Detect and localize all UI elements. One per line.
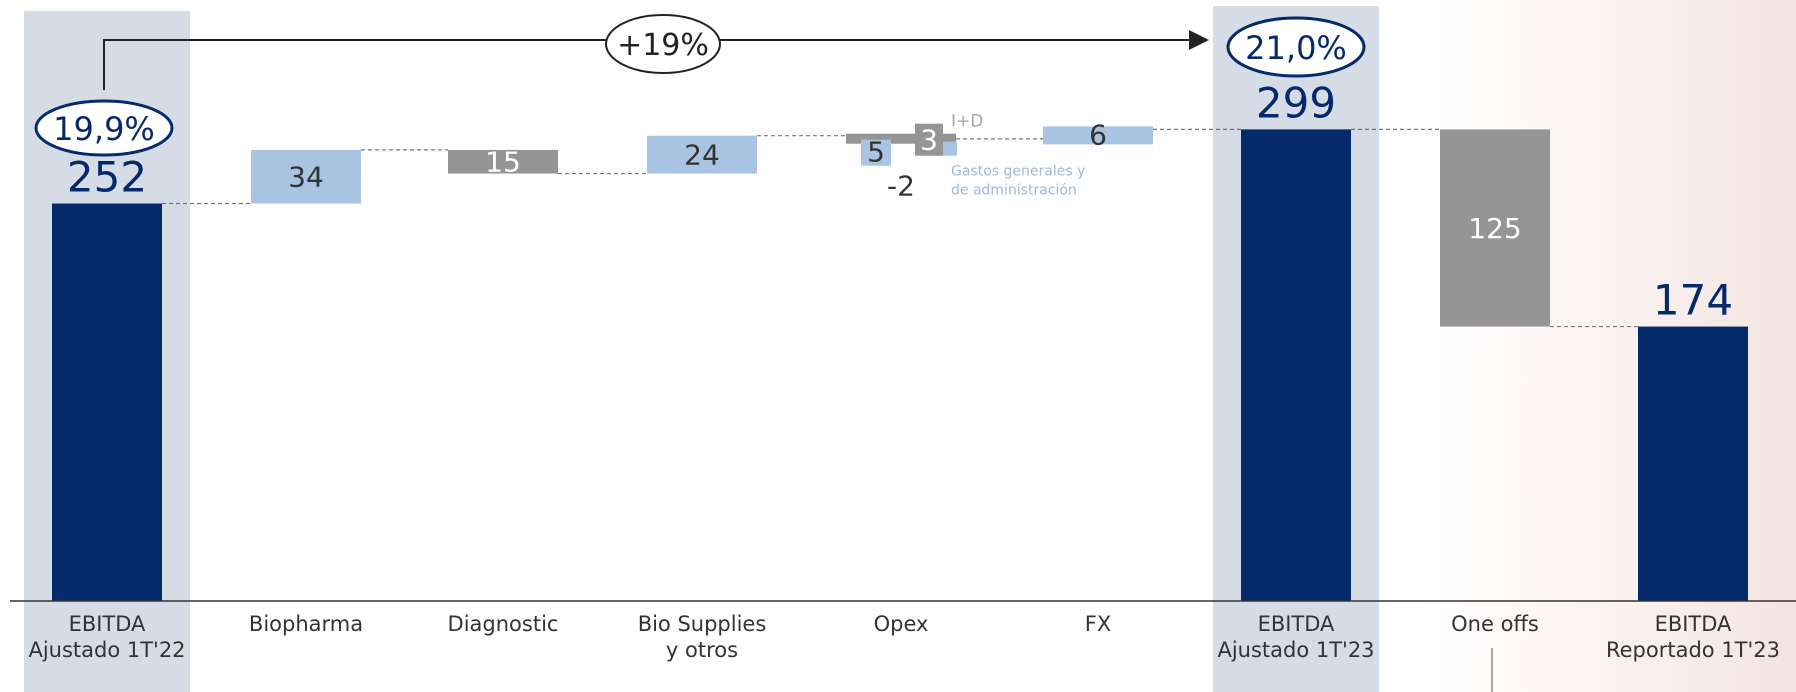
- category-label: Bio Supplies y otros: [638, 612, 767, 662]
- growth-label: +19%: [617, 28, 709, 63]
- margin-start-label: 19,9%: [53, 110, 155, 148]
- category-label: FX: [1085, 612, 1111, 636]
- value-label-3: 24: [684, 139, 720, 172]
- value-label-opex-ga: 5: [867, 136, 885, 169]
- bar-opex-ga: [861, 139, 891, 166]
- margin-end-ellipse: [1226, 16, 1366, 78]
- bar-7: [1440, 129, 1550, 327]
- value-label-1: 34: [288, 161, 324, 194]
- value-label-7: 125: [1468, 212, 1521, 245]
- value-label-0: 252: [67, 153, 147, 202]
- value-label-2: 15: [485, 146, 521, 179]
- growth-ellipse: [605, 14, 721, 74]
- category-label: EBITDA Ajustado 1T'23: [1217, 612, 1374, 662]
- category-label: Biopharma: [249, 612, 363, 636]
- category-label: One offs: [1451, 612, 1539, 636]
- bar-8: [1638, 326, 1748, 601]
- label-rd: I+D: [951, 112, 983, 132]
- value-label-8: 174: [1653, 276, 1733, 325]
- margin-end-label: 21,0%: [1245, 29, 1347, 67]
- category-label: Diagnostic: [448, 612, 559, 636]
- value-label-opex-total: -2: [887, 170, 915, 203]
- bar-opex-ga-tail: [943, 141, 957, 156]
- value-label-6: 299: [1256, 78, 1336, 127]
- margin-start-ellipse: [34, 99, 174, 157]
- category-label: Opex: [874, 612, 929, 636]
- bar-5: [1043, 126, 1153, 145]
- label-ga: Gastos generales y de administración: [951, 164, 1085, 199]
- bar-opex-base: [846, 133, 956, 144]
- value-label-5: 6: [1089, 118, 1107, 151]
- bar-opex-rd: [915, 123, 943, 156]
- category-label: EBITDA Ajustado 1T'22: [28, 612, 185, 662]
- bar-3: [647, 135, 757, 174]
- category-label: EBITDA Reportado 1T'23: [1606, 612, 1780, 662]
- bar-1: [251, 149, 361, 204]
- bar-0: [52, 203, 162, 602]
- growth-arrow: [103, 30, 1209, 90]
- bar-2: [448, 149, 558, 174]
- bar-6: [1241, 129, 1351, 601]
- value-label-opex-rd: 3: [920, 124, 938, 157]
